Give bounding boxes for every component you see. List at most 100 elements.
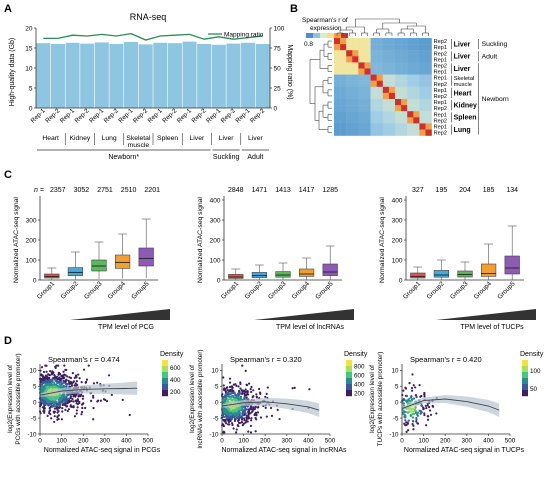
scatter-point [418, 383, 421, 387]
heatmap-cell [425, 123, 432, 130]
heatmap-cell [382, 105, 390, 112]
heatmap-row-label: Rep1 [434, 88, 447, 94]
scatter-point [53, 398, 56, 401]
group-count: 1471 [252, 187, 268, 194]
heatmap-cell [370, 50, 377, 57]
scatter-point [405, 394, 409, 398]
scatter-point [55, 375, 59, 378]
y-right-tick-label: 75 [274, 45, 282, 52]
x-tick-label: 200 [78, 438, 89, 445]
heatmap-cell [370, 129, 377, 136]
heatmap-cell [370, 68, 377, 75]
heatmap-cell [395, 99, 402, 106]
heatmap-cell [413, 129, 420, 136]
y-left-tick-label: 15 [25, 45, 33, 52]
density-legend-step [522, 378, 528, 385]
heatmap-cell [425, 62, 432, 69]
scatter-point [240, 418, 244, 421]
heatmap-cell [352, 38, 359, 45]
scatter-point [72, 400, 75, 403]
scatter-point [233, 416, 236, 420]
heatmap-cell [401, 44, 408, 51]
scatter-point [82, 368, 86, 371]
density-legend-tick: 400 [354, 382, 365, 389]
scatter-point [259, 416, 263, 419]
x-tick-label: 400 [303, 438, 314, 445]
heatmap-cell [358, 68, 365, 75]
heatmap-cell [395, 111, 402, 118]
scatter-point [244, 412, 247, 415]
y-tick-label: 400 [210, 197, 221, 204]
count-prefix: n = [34, 187, 44, 194]
heatmap-cell [340, 92, 347, 100]
scatter-point [84, 406, 87, 410]
heatmap-cell [334, 56, 341, 63]
scatter-point [245, 383, 248, 386]
scatter-point [241, 412, 244, 415]
heatmap-cell [425, 86, 432, 94]
heatmap-cell [401, 129, 408, 136]
scatter-point [405, 421, 408, 424]
scatter-point [244, 369, 247, 372]
heatmap-cell [334, 111, 341, 118]
legend-title-line1: Spearman's r of [302, 17, 348, 24]
tissue-label: Lung [102, 135, 117, 142]
x-tick-label: 0 [38, 438, 42, 445]
scatter-point [238, 409, 241, 412]
heatmap-cell [376, 105, 383, 112]
scatter-point [73, 384, 76, 387]
heatmap-cell [395, 50, 402, 57]
scatter-point [222, 376, 225, 379]
scatter-point [57, 417, 60, 421]
heatmap-cell [388, 62, 396, 69]
x-axis-label: Normalized ATAC-seq signal in TUCPs [404, 447, 525, 454]
heatmap-cell [340, 105, 347, 112]
heatmap-cell [352, 123, 359, 130]
scatter-point [67, 379, 70, 382]
scatter-point [414, 394, 418, 397]
heatmap-cell [425, 117, 432, 124]
y-right-tick-label: 50 [274, 65, 282, 72]
scatter-point [85, 380, 88, 384]
scatter-point [265, 415, 268, 418]
scatter-point [232, 383, 236, 386]
heatmap-cell [401, 86, 408, 94]
heatmap-cell [352, 92, 359, 100]
scatter-point [48, 386, 51, 390]
y-left-tick-label: 5 [29, 85, 33, 92]
scatter-point [45, 382, 48, 386]
box [114, 254, 131, 269]
scatter-point [53, 415, 56, 418]
scatter-point [45, 381, 48, 384]
scatter-point [231, 389, 234, 393]
gradient-triangle [436, 309, 536, 320]
heatmap-cell [370, 62, 377, 69]
scatter-point [278, 417, 281, 421]
scatter-point [228, 381, 232, 384]
scatter-point [128, 413, 131, 417]
x-tick-label: 400 [121, 438, 132, 445]
heatmap-cell [376, 123, 383, 130]
y-tick-label: 100 [210, 257, 221, 264]
heatmap-tissue-label: Spleen [454, 115, 477, 122]
trend-line [39, 387, 138, 396]
box [228, 274, 244, 279]
heatmap-cell [382, 56, 390, 63]
boxplot-panel-1: Normalized ATAC-seq signal 0 100 200 300 n = 2… [13, 187, 170, 331]
scatter-point [49, 395, 53, 399]
scatter-point [250, 390, 253, 394]
scatter-point [64, 368, 67, 371]
scatter-point [243, 419, 246, 422]
scatter-point [61, 399, 64, 403]
heatmap-cell [352, 62, 359, 69]
heatmap-cell [370, 92, 377, 100]
heatmap-cell [346, 99, 353, 106]
heatmap-cell [364, 99, 371, 106]
legend-color-step [313, 33, 320, 38]
heatmap-cell [425, 38, 432, 45]
scatter-point [54, 378, 57, 381]
density-legend-title: Density [520, 351, 544, 358]
heatmap-cell [346, 92, 353, 100]
heatmap-cell [407, 111, 414, 118]
stage-label: Newborn [482, 96, 509, 103]
